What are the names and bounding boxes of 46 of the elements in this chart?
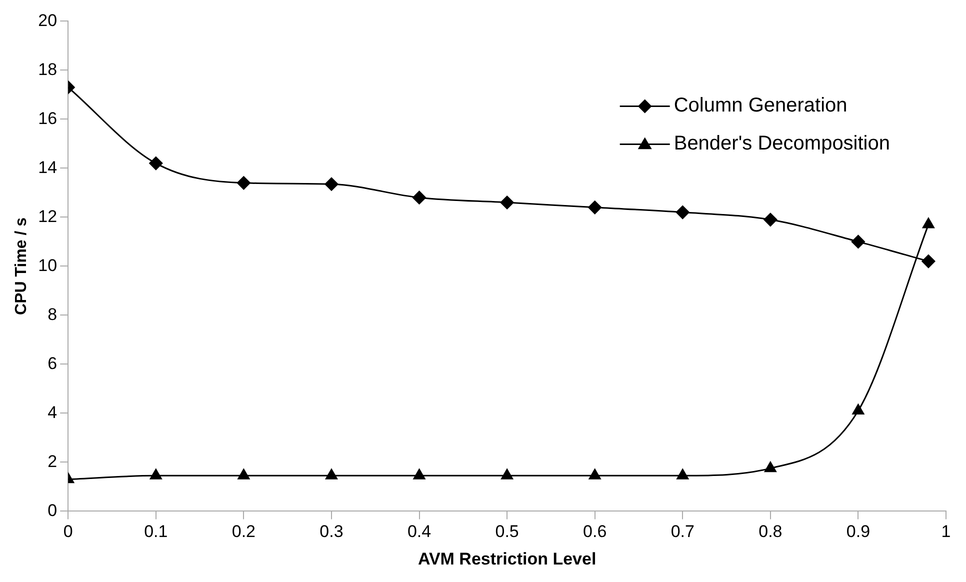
point bbox=[922, 218, 934, 228]
point bbox=[236, 176, 250, 190]
legend-label: Bender's Decomposition bbox=[674, 132, 890, 155]
x-tick-label: 0.5 bbox=[495, 522, 519, 542]
y-tick-label: 6 bbox=[48, 354, 58, 373]
point bbox=[500, 196, 514, 210]
point bbox=[238, 468, 250, 480]
x-tick-label: 0.7 bbox=[670, 522, 694, 542]
x-tick-label: 1 bbox=[941, 522, 951, 542]
x-tick-label: 0.8 bbox=[758, 522, 782, 542]
y-tick-label: 10 bbox=[38, 256, 58, 275]
y-tick-label: 12 bbox=[38, 206, 58, 226]
y-tick-label: 16 bbox=[38, 108, 58, 128]
point bbox=[764, 212, 778, 226]
point bbox=[326, 468, 338, 480]
point bbox=[852, 404, 864, 414]
point bbox=[412, 190, 426, 204]
y-tick-label: 0 bbox=[48, 500, 58, 520]
y-tick-label: 2 bbox=[48, 452, 58, 471]
point bbox=[413, 468, 426, 480]
point bbox=[149, 156, 163, 170]
y-tick-label: 20 bbox=[38, 10, 58, 30]
x-axis-title: AVM Restriction Level bbox=[418, 549, 596, 568]
point bbox=[764, 462, 776, 472]
y-tick-label: 14 bbox=[38, 158, 58, 177]
x-tick-label: 0 bbox=[63, 522, 73, 542]
x-tick-label: 0.2 bbox=[232, 522, 256, 542]
legend-label: Column Generation bbox=[674, 94, 848, 117]
point bbox=[501, 468, 513, 480]
y-tick-label: 4 bbox=[48, 402, 58, 422]
point bbox=[588, 200, 602, 214]
point bbox=[676, 468, 689, 480]
point bbox=[324, 177, 338, 191]
point bbox=[922, 254, 936, 268]
point bbox=[150, 468, 162, 480]
y-tick-label: 8 bbox=[48, 304, 58, 324]
x-tick-label: 0.4 bbox=[407, 522, 432, 542]
x-tick-label: 0.9 bbox=[846, 522, 870, 542]
x-tick-label: 0.6 bbox=[583, 522, 607, 542]
point bbox=[851, 234, 865, 248]
point bbox=[588, 468, 601, 480]
x-tick-label: 0.3 bbox=[320, 522, 344, 542]
point bbox=[676, 206, 690, 220]
y-axis-title: CPU Time / s bbox=[13, 217, 30, 315]
y-tick-label: 18 bbox=[38, 60, 58, 79]
x-tick-label: 0.1 bbox=[144, 522, 168, 542]
